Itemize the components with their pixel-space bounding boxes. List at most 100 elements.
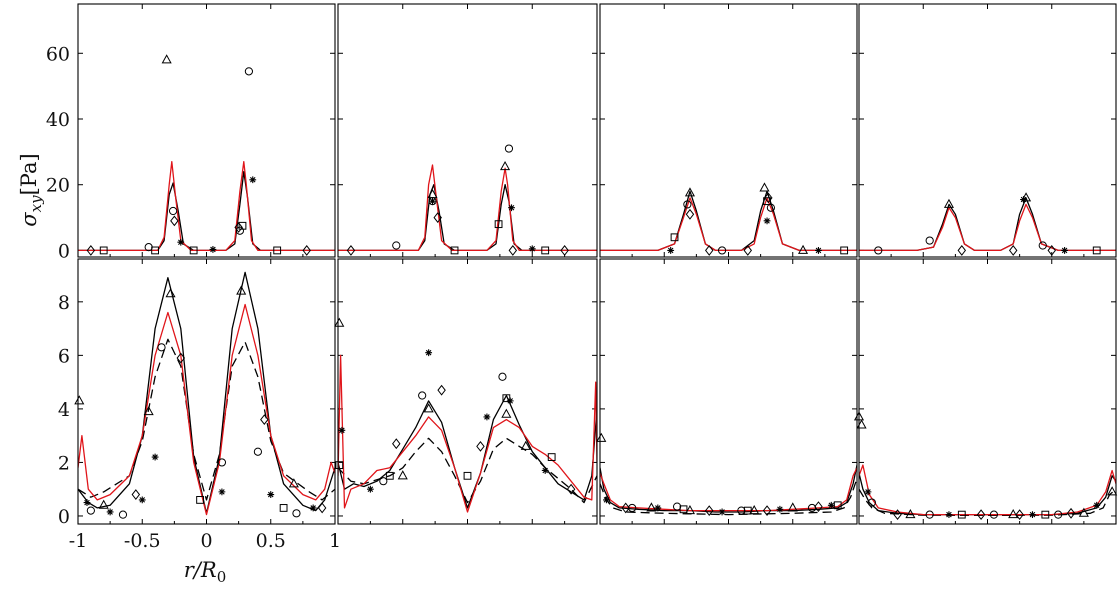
series-line-red (78, 161, 335, 252)
marker-circle (418, 391, 427, 400)
plot-area (338, 354, 597, 513)
marker-square (238, 221, 247, 230)
marker-circle (392, 241, 401, 250)
marker-diamond (566, 483, 576, 495)
x-tick-label: 0.5 (256, 530, 286, 552)
marker-circle (428, 197, 437, 206)
series-line-red (600, 197, 857, 252)
marker-square (502, 394, 511, 403)
marker-diamond (560, 245, 569, 256)
marker-circle (498, 372, 507, 381)
marker-star (366, 485, 374, 493)
marker-star (249, 176, 257, 184)
series-line-red (859, 464, 1116, 516)
series-line-solid (338, 394, 597, 509)
marker-diamond (976, 509, 986, 521)
marker-star (151, 453, 159, 461)
marker-triangle (161, 54, 172, 64)
marker-triangle (501, 408, 512, 418)
panels-layer: 0 20 40 60 -1 -0.5 0 0.5 1 0 2 4 6 8 (46, 3, 1118, 552)
labels-layer: σxy[Pa] r/R0 (17, 153, 226, 586)
marker-star (827, 501, 835, 509)
series-line-red (338, 354, 597, 513)
marker-circle (235, 226, 245, 235)
marker-star (1029, 511, 1036, 519)
marker-square (840, 246, 849, 255)
marker-diamond (762, 505, 772, 517)
marker-square (196, 496, 204, 504)
marker-diamond (704, 245, 714, 256)
marker-diamond (346, 245, 356, 256)
marker-diamond (704, 505, 714, 517)
panel-frame (337, 258, 598, 525)
marker-diamond (433, 212, 442, 223)
series-line-solid (338, 184, 597, 252)
marker-star (106, 508, 114, 516)
marker-triangle (943, 198, 954, 208)
marker-diamond (685, 208, 695, 220)
y-tick-label: 40 (46, 109, 70, 131)
y-tick-label: 2 (58, 452, 70, 474)
panel-r0-c3 (858, 3, 1117, 258)
marker-square (957, 510, 966, 519)
panel-frame (858, 3, 1117, 258)
marker-triangle (98, 499, 109, 509)
marker-square (494, 220, 503, 229)
marker-star (654, 504, 662, 512)
marker-diamond (437, 384, 446, 396)
marker-square (763, 197, 771, 206)
marker-star (864, 488, 872, 496)
plot-area (859, 464, 1116, 517)
marker-diamond (302, 245, 311, 256)
series-line-solid (600, 190, 857, 252)
marker-circle (925, 236, 934, 245)
marker-star (1020, 196, 1027, 203)
marker-star (338, 426, 346, 434)
y-tick-label: 0 (58, 240, 70, 262)
marker-triangle (905, 508, 916, 519)
plot-area (600, 464, 857, 516)
x-axis-title: r/R0 (184, 558, 226, 586)
marker-square (547, 453, 556, 461)
marker-circle (1054, 510, 1063, 519)
marker-circle (292, 509, 301, 518)
marker-triangle (1107, 486, 1118, 496)
marker-square (743, 506, 752, 515)
marker-triangle (596, 432, 607, 442)
series-line-red (78, 303, 335, 516)
marker-triangle (334, 317, 345, 327)
marker-square (450, 246, 459, 255)
marker-diamond (86, 245, 96, 256)
marker-diamond (1008, 245, 1018, 256)
marker-diamond (170, 215, 179, 227)
marker-triangle (165, 288, 176, 298)
marker-circle (379, 477, 388, 486)
marker-triangle (1008, 508, 1019, 519)
marker-star (267, 491, 275, 498)
marker-triangle (1078, 507, 1089, 517)
marker-star (776, 505, 784, 513)
marker-square (151, 246, 159, 255)
x-tick-label: 1 (329, 530, 341, 552)
marker-diamond (743, 245, 753, 256)
y-tick-label: 4 (58, 399, 70, 421)
marker-star (1093, 501, 1101, 509)
marker-star (718, 508, 726, 516)
marker-diamond (814, 501, 823, 513)
marker-diamond (957, 245, 967, 256)
y-tick-label: 0 (58, 506, 70, 528)
series-line-solid (859, 197, 1116, 252)
plot-area (78, 161, 335, 252)
marker-diamond (764, 192, 773, 204)
panel-r1-c2 (596, 258, 858, 525)
series-line-red (859, 203, 1116, 252)
marker-diamond (508, 245, 518, 256)
marker-circle (673, 502, 682, 511)
marker-triangle (500, 161, 511, 171)
marker-diamond (1047, 245, 1056, 256)
marker-diamond (131, 489, 141, 500)
plot-area (859, 197, 1116, 252)
marker-star (218, 488, 226, 496)
marker-square (1092, 246, 1101, 255)
